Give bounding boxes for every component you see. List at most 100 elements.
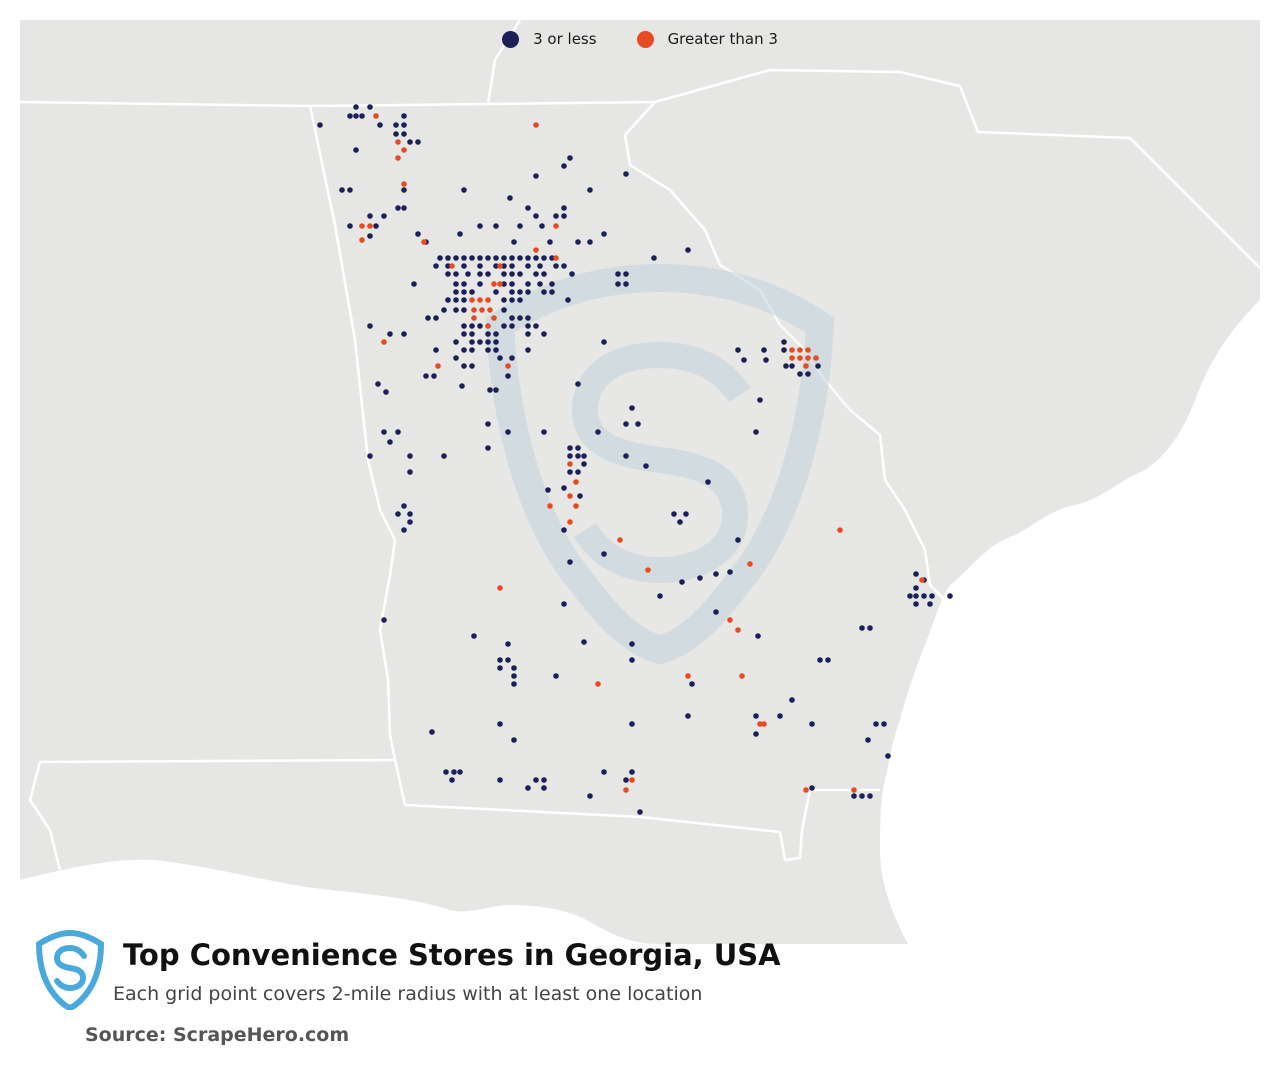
store-dot-low bbox=[601, 339, 607, 345]
store-dot-low bbox=[623, 421, 629, 427]
store-dot-low bbox=[459, 383, 465, 389]
store-dot-high bbox=[485, 297, 491, 303]
store-dot-low bbox=[885, 753, 891, 759]
store-dot-low bbox=[401, 113, 407, 119]
gulf-of-mexico bbox=[20, 859, 660, 944]
store-dot-high bbox=[449, 263, 455, 269]
store-dot-low bbox=[487, 387, 493, 393]
store-dot-low bbox=[789, 363, 795, 369]
store-dot-high bbox=[735, 627, 741, 633]
store-dot-low bbox=[433, 347, 439, 353]
store-dot-low bbox=[567, 453, 573, 459]
store-dot-low bbox=[517, 289, 523, 295]
store-dot-high bbox=[477, 297, 483, 303]
store-dot-low bbox=[685, 247, 691, 253]
store-dot-low bbox=[561, 163, 567, 169]
store-dot-low bbox=[401, 187, 407, 193]
store-dot-low bbox=[453, 255, 459, 261]
store-dot-low bbox=[541, 785, 547, 791]
store-dot-low bbox=[347, 187, 353, 193]
store-dot-low bbox=[381, 429, 387, 435]
store-dot-high bbox=[485, 323, 491, 329]
store-dot-low bbox=[595, 429, 601, 435]
store-dot-low bbox=[567, 559, 573, 565]
store-dot-low bbox=[509, 323, 515, 329]
store-dot-low bbox=[485, 271, 491, 277]
store-dot-low bbox=[541, 255, 547, 261]
store-dot-low bbox=[565, 297, 571, 303]
store-dot-low bbox=[537, 263, 543, 269]
store-dot-high bbox=[617, 537, 623, 543]
store-dot-low bbox=[353, 113, 359, 119]
store-dot-low bbox=[461, 281, 467, 287]
store-dot-high bbox=[805, 355, 811, 361]
store-dot-low bbox=[561, 527, 567, 533]
map-title: Top Convenience Stores in Georgia, USA bbox=[123, 938, 781, 972]
store-dot-low bbox=[425, 315, 431, 321]
store-dot-low bbox=[497, 355, 503, 361]
store-dot-high bbox=[553, 223, 559, 229]
store-dot-low bbox=[501, 297, 507, 303]
store-dot-low bbox=[461, 187, 467, 193]
store-dot-low bbox=[541, 289, 547, 295]
store-dot-high bbox=[547, 503, 553, 509]
store-dot-low bbox=[657, 593, 663, 599]
store-dot-low bbox=[461, 255, 467, 261]
store-dot-low bbox=[317, 122, 323, 128]
store-dot-low bbox=[581, 639, 587, 645]
store-dot-low bbox=[445, 263, 451, 269]
legend-item-high: Greater than 3 bbox=[636, 30, 778, 48]
store-dot-low bbox=[477, 255, 483, 261]
atlantic-ocean bbox=[880, 300, 1260, 944]
store-dot-low bbox=[485, 445, 491, 451]
store-dot-low bbox=[443, 769, 449, 775]
store-dot-low bbox=[509, 297, 515, 303]
store-dot-low bbox=[567, 445, 573, 451]
store-dot-low bbox=[441, 453, 447, 459]
store-dot-low bbox=[921, 593, 927, 599]
store-dot-low bbox=[387, 331, 393, 337]
store-dot-high bbox=[567, 461, 573, 467]
store-dot-low bbox=[401, 122, 407, 128]
store-dot-low bbox=[809, 785, 815, 791]
store-dot-low bbox=[497, 721, 503, 727]
store-dot-low bbox=[525, 281, 531, 287]
store-dot-low bbox=[601, 551, 607, 557]
store-dot-high bbox=[685, 673, 691, 679]
store-dot-low bbox=[777, 713, 783, 719]
store-dot-high bbox=[645, 567, 651, 573]
store-dot-low bbox=[781, 347, 787, 353]
store-dot-low bbox=[815, 363, 821, 369]
store-dot-high bbox=[851, 787, 857, 793]
store-dot-low bbox=[511, 737, 517, 743]
store-dot-low bbox=[575, 453, 581, 459]
store-dot-low bbox=[587, 793, 593, 799]
store-dot-low bbox=[761, 347, 767, 353]
store-dot-low bbox=[735, 537, 741, 543]
legend-label-high: Greater than 3 bbox=[667, 30, 778, 48]
store-dot-high bbox=[491, 315, 497, 321]
store-dot-high bbox=[573, 503, 579, 509]
store-dot-high bbox=[497, 585, 503, 591]
store-dot-low bbox=[509, 281, 515, 287]
store-dot-low bbox=[533, 255, 539, 261]
store-dot-high bbox=[803, 363, 809, 369]
legend-dot-high bbox=[636, 30, 654, 48]
store-dot-low bbox=[913, 593, 919, 599]
store-dot-low bbox=[471, 633, 477, 639]
store-dot-low bbox=[679, 579, 685, 585]
store-dot-low bbox=[541, 331, 547, 337]
store-dot-low bbox=[493, 387, 499, 393]
store-dot-high bbox=[747, 561, 753, 567]
store-dot-low bbox=[517, 271, 523, 277]
store-dot-low bbox=[553, 673, 559, 679]
store-dot-low bbox=[359, 113, 365, 119]
store-dot-low bbox=[525, 205, 531, 211]
store-dot-low bbox=[461, 331, 467, 337]
store-dot-low bbox=[477, 271, 483, 277]
store-dot-low bbox=[511, 239, 517, 245]
store-dot-low bbox=[339, 187, 345, 193]
store-dot-high bbox=[813, 355, 819, 361]
store-dot-low bbox=[445, 297, 451, 303]
